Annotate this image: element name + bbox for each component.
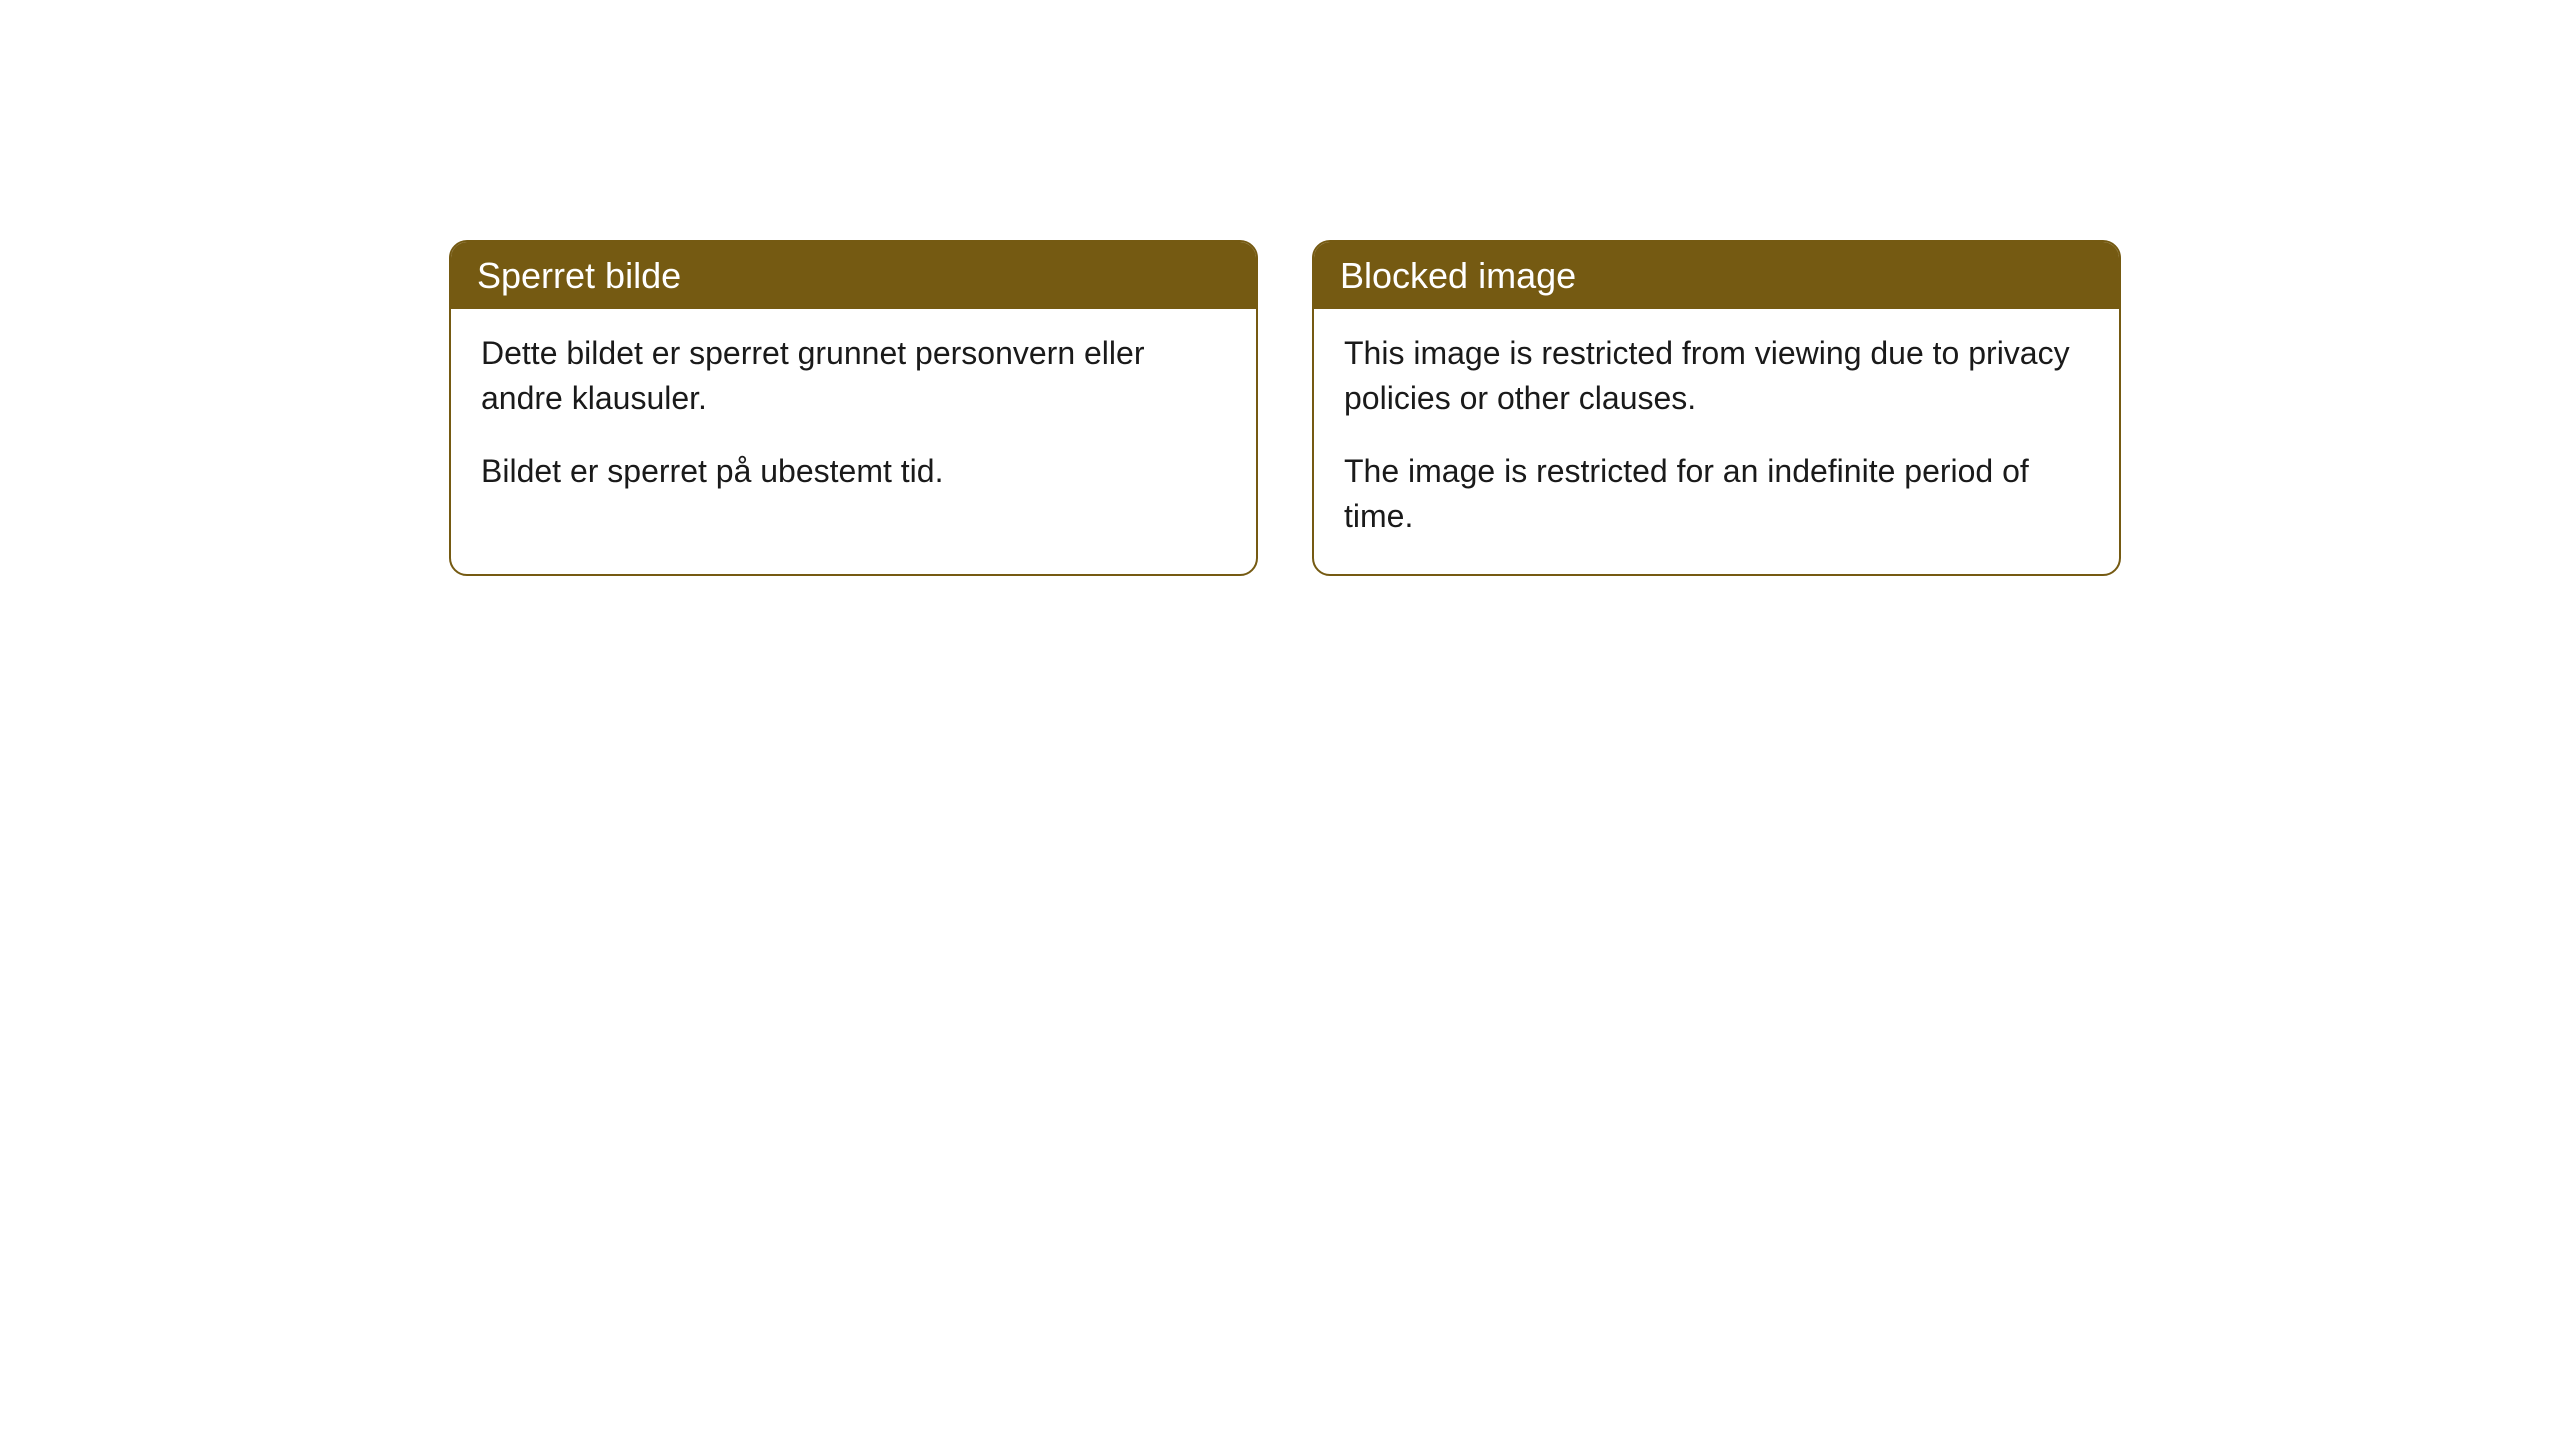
notice-body-english: This image is restricted from viewing du… — [1314, 309, 2119, 574]
notice-header-norwegian: Sperret bilde — [451, 242, 1256, 309]
notice-paragraph: This image is restricted from viewing du… — [1344, 331, 2089, 421]
notice-body-norwegian: Dette bildet er sperret grunnet personve… — [451, 309, 1256, 529]
notice-card-norwegian: Sperret bilde Dette bildet er sperret gr… — [449, 240, 1258, 576]
notice-paragraph: The image is restricted for an indefinit… — [1344, 449, 2089, 539]
notice-card-english: Blocked image This image is restricted f… — [1312, 240, 2121, 576]
notice-header-english: Blocked image — [1314, 242, 2119, 309]
notice-cards-container: Sperret bilde Dette bildet er sperret gr… — [0, 0, 2560, 576]
notice-paragraph: Bildet er sperret på ubestemt tid. — [481, 449, 1226, 494]
notice-paragraph: Dette bildet er sperret grunnet personve… — [481, 331, 1226, 421]
